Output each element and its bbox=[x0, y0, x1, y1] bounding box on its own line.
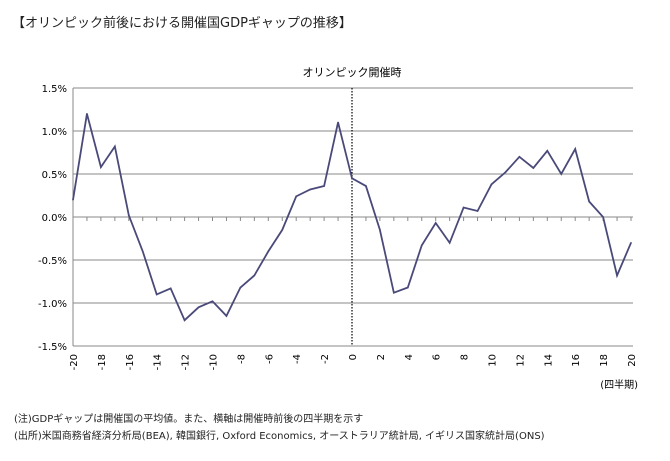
x-tick-label: 4 bbox=[404, 354, 415, 360]
data-point bbox=[434, 222, 437, 224]
x-tick-label: 2 bbox=[376, 354, 387, 360]
data-point bbox=[365, 185, 367, 187]
data-point bbox=[588, 200, 590, 203]
data-point bbox=[560, 173, 563, 175]
x-tick-label: 10 bbox=[488, 354, 499, 367]
x-tick-label: 8 bbox=[460, 354, 471, 360]
data-point bbox=[630, 242, 632, 244]
x-tick-label: 0 bbox=[348, 354, 359, 360]
x-tick-label: 16 bbox=[571, 354, 582, 367]
data-point bbox=[72, 199, 74, 201]
y-tick-label: -0.5% bbox=[38, 256, 67, 267]
x-axis-label: (四半期) bbox=[600, 378, 638, 391]
x-tick-label: -10 bbox=[209, 354, 220, 370]
x-tick-label: -12 bbox=[181, 354, 192, 370]
y-tick-label: -1.5% bbox=[38, 342, 67, 353]
data-point bbox=[532, 167, 535, 169]
y-tick-label: 0.0% bbox=[42, 213, 67, 224]
data-point bbox=[281, 229, 284, 231]
data-point bbox=[420, 244, 423, 247]
data-point bbox=[114, 145, 116, 148]
data-point bbox=[462, 206, 465, 209]
data-point bbox=[546, 149, 549, 152]
data-point bbox=[504, 171, 507, 174]
data-point bbox=[141, 250, 144, 253]
x-tick-label: -4 bbox=[292, 354, 303, 364]
data-point bbox=[239, 286, 242, 289]
data-point bbox=[490, 183, 493, 186]
gdp-gap-chart: 1.5%1.0%0.5%0.0%-0.5%-1.0%-1.5%-20 -18 -16… bbox=[38, 65, 638, 391]
data-point bbox=[448, 242, 451, 244]
data-point bbox=[393, 291, 395, 294]
data-point bbox=[86, 113, 88, 115]
y-tick-label: -1.0% bbox=[38, 299, 67, 310]
x-tick-label: -2 bbox=[320, 354, 331, 364]
data-point bbox=[351, 177, 353, 180]
x-tick-label: 20 bbox=[627, 354, 638, 367]
x-tick-label: 12 bbox=[515, 354, 526, 367]
data-point bbox=[518, 156, 521, 158]
y-tick-label: 0.5% bbox=[42, 170, 67, 181]
page-title: 【オリンピック前後における開催国GDPギャップの推移】 bbox=[12, 16, 352, 31]
data-point bbox=[309, 188, 311, 191]
data-point bbox=[574, 148, 576, 150]
y-tick-label: 1.0% bbox=[42, 127, 67, 138]
data-point bbox=[407, 286, 409, 289]
x-tick-label: -14 bbox=[153, 354, 164, 370]
data-point bbox=[602, 216, 604, 218]
note-text: (注)GDPギャップは開催国の平均値。また、横軸は開催時前後の四半期を示す bbox=[14, 414, 364, 425]
data-point bbox=[323, 185, 325, 187]
x-tick-label: 6 bbox=[432, 354, 443, 360]
x-tick-label: -6 bbox=[264, 354, 275, 364]
x-tick-label: -18 bbox=[97, 354, 108, 370]
x-tick-label: -20 bbox=[69, 354, 80, 370]
x-tick-label: -16 bbox=[125, 354, 136, 370]
x-tick-label: 18 bbox=[599, 354, 610, 367]
olympic-annotation: オリンピック開催時 bbox=[303, 65, 402, 79]
data-point bbox=[379, 229, 381, 231]
data-point bbox=[100, 166, 102, 168]
data-point bbox=[225, 315, 228, 317]
data-point bbox=[155, 293, 158, 296]
source-text: (出所)米国商務省経済分析局(BEA), 韓国銀行, Oxford Econom… bbox=[14, 431, 545, 442]
x-tick-label: 14 bbox=[543, 354, 554, 367]
data-point bbox=[616, 274, 618, 277]
data-point bbox=[211, 300, 214, 303]
data-point bbox=[476, 210, 479, 212]
data-point bbox=[183, 319, 186, 322]
data-point bbox=[197, 306, 200, 309]
data-point bbox=[169, 287, 172, 290]
data-point bbox=[337, 121, 339, 124]
data-point bbox=[295, 195, 298, 198]
data-point bbox=[128, 214, 130, 217]
data-point bbox=[253, 274, 256, 277]
x-tick-label: -8 bbox=[236, 354, 247, 364]
data-point bbox=[267, 250, 270, 253]
y-tick-label: 1.5% bbox=[42, 84, 67, 95]
